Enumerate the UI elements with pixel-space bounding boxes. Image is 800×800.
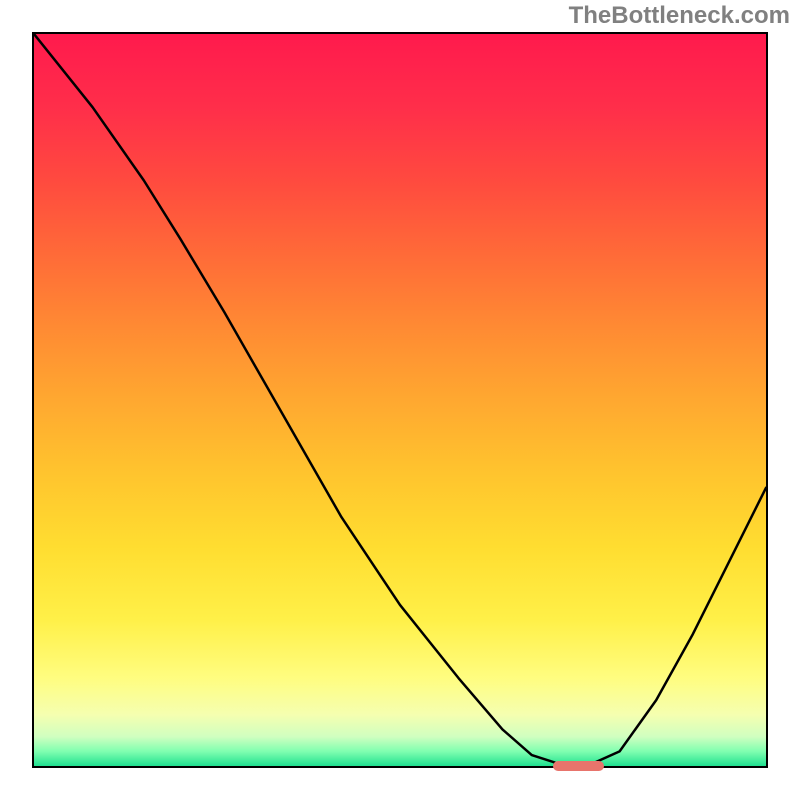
watermark-text: TheBottleneck.com bbox=[569, 2, 790, 30]
plot-area bbox=[32, 32, 768, 768]
optimal-marker bbox=[553, 761, 605, 771]
gradient-background bbox=[34, 34, 766, 766]
chart-container: TheBottleneck.com bbox=[0, 0, 800, 800]
